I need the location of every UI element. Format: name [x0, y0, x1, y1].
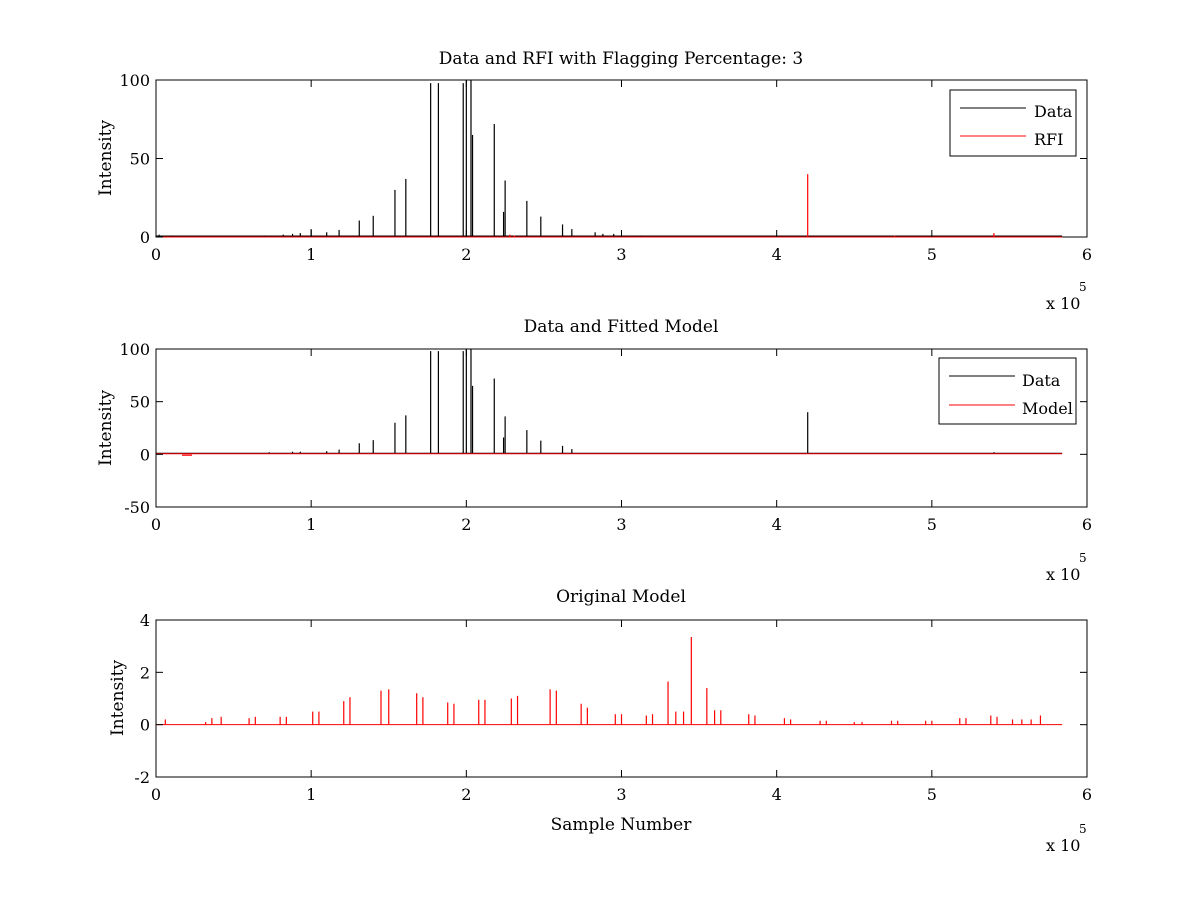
- panel-3-title: Original Model: [556, 587, 686, 607]
- panel-3-x-tick-label: 0: [151, 785, 161, 804]
- panel-2-x-tick-label: 0: [151, 515, 161, 534]
- panel-1-ylabel: Intensity: [96, 120, 116, 196]
- panel-2-y-tick-label: -50: [124, 498, 150, 517]
- panel-2-x-exponent-label: x 10: [1046, 565, 1080, 584]
- panel-3-x-exponent: 5: [1079, 822, 1087, 836]
- panel-2-y-tick-label: 50: [130, 393, 150, 412]
- panel-2-x-tick-label: 6: [1082, 515, 1092, 534]
- panel-2-ylabel: Intensity: [96, 390, 116, 466]
- panel-3-y-tick-label: 0: [140, 716, 150, 735]
- panel-1-plot-area: 0 1 2 3 4 5 6 0 50 100: [119, 71, 1092, 264]
- panel-1-x-tick-label: 3: [616, 245, 626, 264]
- panel-2-legend: Data Model: [938, 357, 1077, 425]
- panel-1-legend: Data RFI: [949, 89, 1077, 157]
- panel-3-series-model: [156, 637, 1063, 726]
- panel-3-x-tick-label: 3: [616, 785, 626, 804]
- panel-2-x-tick-label: 2: [461, 515, 471, 534]
- panel-2-legend-box: [938, 357, 1077, 425]
- panel-1-legend-label-data: Data: [1034, 102, 1073, 121]
- panel-2-y-tick-label: 100: [119, 340, 150, 359]
- panel-3: Original Model Intensity Sample Number 0…: [108, 587, 1092, 855]
- panel-2: Data and Fitted Model Intensity 0 1 2 3 4 5 6 -…: [96, 317, 1092, 584]
- panel-3-x-tick-label: 5: [927, 785, 937, 804]
- panel-1-x-exponent: 5: [1079, 280, 1087, 294]
- panel-1-x-tick-label: 2: [461, 245, 471, 264]
- panel-3-y-tick-label: -2: [134, 768, 150, 787]
- panel-1-x-tick-label: 4: [772, 245, 782, 264]
- panel-1-legend-label-rfi: RFI: [1034, 130, 1063, 149]
- panel-3-x-tick-label: 4: [772, 785, 782, 804]
- panel-3-x-tick-label: 2: [461, 785, 471, 804]
- panel-3-y-tick-label: 4: [140, 611, 150, 630]
- panel-2-legend-label-model: Model: [1022, 399, 1073, 418]
- panel-2-title: Data and Fitted Model: [524, 317, 719, 337]
- panel-2-x-tick-label: 1: [306, 515, 316, 534]
- panel-1-x-tick-label: 1: [306, 245, 316, 264]
- panel-2-x-tick-label: 3: [616, 515, 626, 534]
- panel-3-ylabel: Intensity: [108, 660, 128, 736]
- panel-3-y-tick-label: 2: [140, 663, 150, 682]
- panel-2-series-data: [156, 349, 1063, 454]
- panel-2-series-model: [156, 453, 1063, 456]
- panel-1-title: Data and RFI with Flagging Percentage: 3: [439, 49, 803, 69]
- panel-2-y-tick-label: 0: [140, 445, 150, 464]
- panel-2-x-exponent: 5: [1079, 551, 1087, 565]
- panel-1-y-tick-label: 100: [119, 71, 150, 90]
- panel-1-series-rfi: [156, 174, 1063, 238]
- panel-2-x-tick-label: 5: [927, 515, 937, 534]
- panel-3-xlabel: Sample Number: [551, 815, 693, 835]
- panel-1-y-tick-label: 0: [140, 228, 150, 247]
- panel-1-x-tick-label: 6: [1082, 245, 1092, 264]
- panel-1-x-tick-label: 0: [151, 245, 161, 264]
- panel-3-x-tick-label: 6: [1082, 785, 1092, 804]
- panel-1-x-exponent-label: x 10: [1046, 294, 1080, 313]
- panel-3-x-tick-label: 1: [306, 785, 316, 804]
- panel-2-x-tick-label: 4: [772, 515, 782, 534]
- panel-1-legend-box: [949, 89, 1077, 157]
- panel-1: Data and RFI with Flagging Percentage: 3…: [96, 49, 1092, 313]
- panel-1-y-tick-label: 50: [130, 150, 150, 169]
- panel-2-legend-label-data: Data: [1022, 371, 1061, 390]
- panel-1-series-data: [156, 80, 1063, 237]
- panel-3-x-exponent-label: x 10: [1046, 836, 1080, 855]
- panel-1-x-tick-label: 5: [927, 245, 937, 264]
